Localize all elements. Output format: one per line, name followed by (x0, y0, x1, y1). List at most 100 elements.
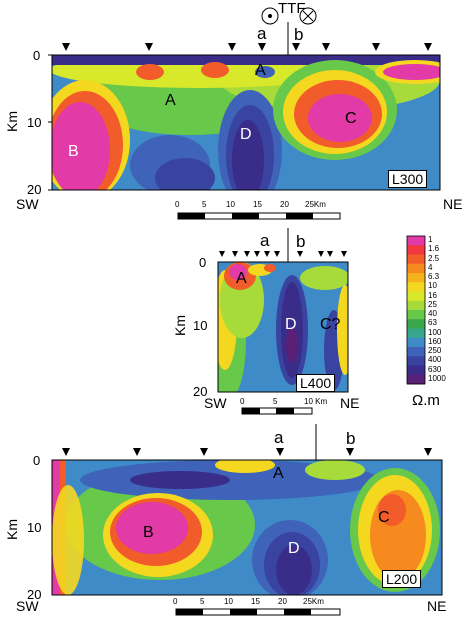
scale-tick-25-l300: 25Km (305, 200, 326, 209)
zone-a-upper-l300: A (255, 62, 266, 79)
scale-tick-25-l200: 25Km (303, 597, 324, 606)
end-label-ne-l400: NE (340, 395, 360, 411)
depth-tick-0-l200: 0 (33, 453, 41, 468)
colorbar-value-label: 4 (428, 262, 433, 272)
depth-tick-10-l200: 10 (27, 520, 42, 535)
depth-axis-title-l300: Km (4, 111, 20, 132)
depth-tick-20-l400: 20 (193, 384, 208, 399)
zone-b-l200: B (143, 524, 154, 541)
section-frame-l400 (217, 261, 349, 393)
colorbar-unit: Ω.m (412, 392, 440, 409)
zone-d-l200: D (288, 540, 300, 557)
end-label-sw-l300: SW (16, 196, 39, 212)
colorbar-swatch (407, 254, 425, 265)
scale-tick-10-l200: 10 (224, 597, 233, 606)
colorbar-value-label: 250 (428, 346, 442, 355)
zone-c-l200: C (378, 509, 390, 526)
station-markers-l400 (219, 251, 347, 257)
scale-tick-5-l200: 5 (200, 597, 205, 606)
zone-a-l200: A (273, 465, 284, 482)
fault-label: TTF (278, 0, 306, 17)
colorbar-swatch (407, 356, 425, 366)
end-label-ne-l200: NE (427, 598, 447, 614)
colorbar-swatch (407, 337, 425, 348)
colorbar-value-label: 160 (428, 336, 442, 346)
colorbar-swatch (407, 263, 425, 274)
section-l400 (218, 262, 348, 392)
marker-b-l400: b (296, 232, 306, 251)
scale-bar-l200 (175, 608, 341, 616)
resistivity-colorbar (406, 235, 426, 385)
zone-d-l400: D (285, 316, 297, 333)
depth-tick-10-l400: 10 (193, 318, 208, 333)
colorbar-swatch (407, 236, 425, 246)
depth-tick-0-l300: 0 (33, 48, 41, 63)
zone-c-query-l400: C? (320, 316, 341, 333)
zone-c-l300: C (345, 110, 357, 127)
depth-axis-title-l400: Km (172, 315, 188, 336)
scale-tick-0-l200: 0 (173, 597, 178, 606)
station-markers-l200 (62, 448, 432, 456)
profile-tag-l400: L400 (296, 374, 336, 392)
colorbar-frame (406, 235, 426, 385)
colorbar-swatch (407, 282, 425, 292)
colorbar-swatch (407, 291, 425, 302)
colorbar-swatch (407, 245, 425, 255)
colorbar-value-label: 40 (428, 309, 437, 318)
colorbar-swatch (407, 328, 425, 339)
zone-a-lower-l300: A (165, 92, 176, 109)
colorbar-swatch (407, 310, 425, 320)
scale-tick-10-l400: 10 Km (304, 397, 328, 406)
colorbar-swatch (407, 347, 425, 357)
colorbar-value-label: 1000 (428, 373, 446, 383)
marker-b-l200: b (346, 429, 356, 448)
colorbar-value-label: 1.6 (428, 244, 440, 254)
scale-tick-10-l300: 10 (226, 200, 235, 209)
depth-tick-10-l300: 10 (27, 115, 42, 130)
zone-d-l300: D (240, 126, 252, 143)
end-label-sw-l200: SW (16, 598, 39, 614)
section-l300 (52, 55, 440, 190)
colorbar-value-label: 1 (428, 235, 433, 244)
marker-a-l400: a (260, 231, 270, 250)
scale-tick-20-l300: 20 (280, 200, 289, 209)
colorbar-value-label: 100 (428, 327, 442, 337)
depth-tick-20-l300: 20 (27, 182, 42, 197)
section-l200 (52, 460, 442, 595)
zone-b-l300: B (68, 143, 79, 160)
colorbar-value-label: 630 (428, 364, 442, 374)
colorbar-swatch (407, 365, 425, 376)
scale-tick-0-l400: 0 (240, 397, 245, 406)
colorbar-value-label: 25 (428, 299, 437, 309)
scale-tick-20-l200: 20 (278, 597, 287, 606)
scale-tick-15-l200: 15 (251, 597, 260, 606)
end-label-ne-l300: NE (443, 196, 463, 212)
colorbar-swatch (407, 319, 425, 329)
marker-b-l300: b (294, 25, 304, 44)
scale-bar-l300 (177, 212, 341, 220)
depth-tick-20-l200: 20 (27, 587, 42, 602)
colorbar-value-label: 63 (428, 318, 437, 328)
depth-tick-0-l400: 0 (199, 255, 207, 270)
scale-bar-l400 (241, 407, 313, 415)
colorbar-value-label: 2.5 (428, 253, 440, 263)
scale-tick-0-l300: 0 (175, 200, 180, 209)
marker-a-l300: a (257, 24, 267, 43)
marker-a-l200: a (274, 428, 284, 447)
section-frame-l200 (51, 459, 443, 596)
end-label-sw-l400: SW (204, 395, 227, 411)
scale-tick-5-l400: 5 (273, 397, 278, 406)
colorbar-value-label: 10 (428, 281, 437, 291)
colorbar-value-label: 16 (428, 290, 437, 300)
depth-ticks-l300 (48, 54, 52, 191)
station-markers-l300 (62, 43, 432, 51)
zone-a-l400: A (236, 270, 247, 287)
colorbar-swatch (407, 300, 425, 311)
colorbar-swatch (407, 273, 425, 283)
colorbar-swatch (407, 374, 425, 385)
colorbar-value-label: 6.3 (428, 272, 440, 281)
colorbar-value-label: 400 (428, 355, 442, 365)
profile-tag-l200: L200 (382, 570, 422, 588)
scale-tick-5-l300: 5 (202, 200, 207, 209)
